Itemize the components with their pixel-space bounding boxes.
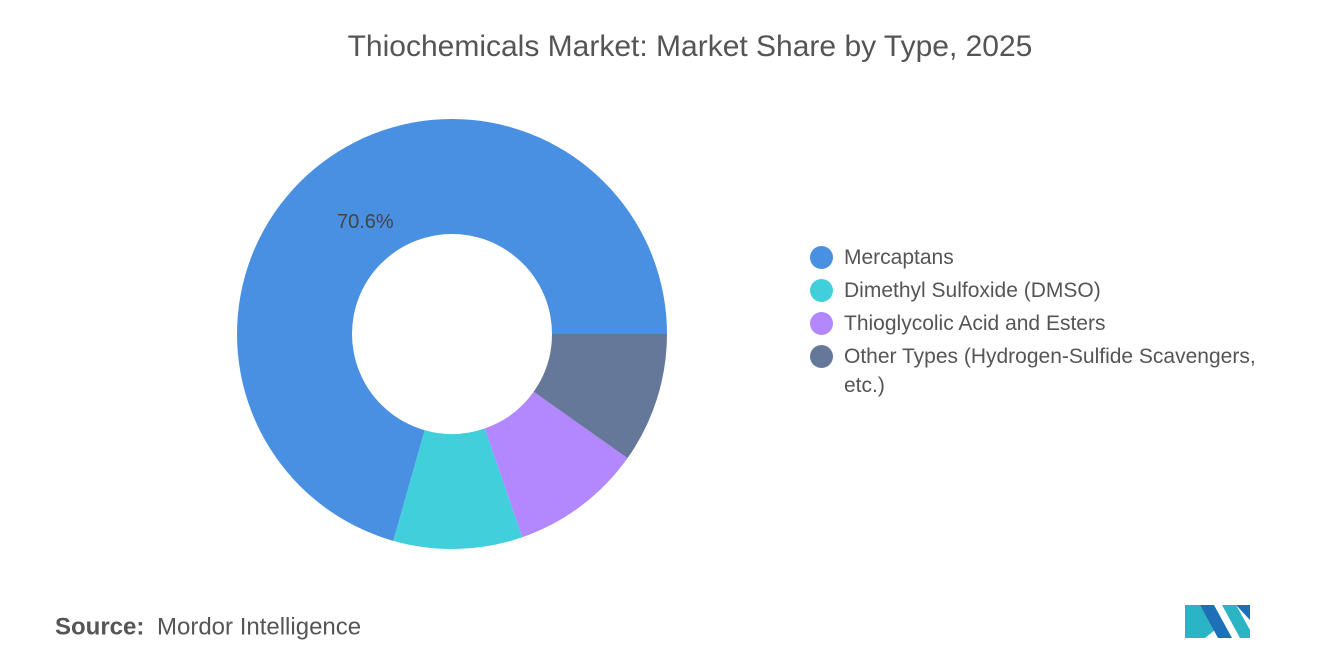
source-label: Source: — [55, 613, 144, 640]
legend: Mercaptans Dimethyl Sulfoxide (DMSO) Thiog… — [810, 243, 1290, 404]
donut-slice — [393, 428, 523, 549]
chart-title: Thiochemicals Market: Market Share by Ty… — [348, 30, 1033, 63]
legend-swatch — [810, 246, 833, 269]
donut-slice — [484, 391, 628, 538]
legend-label: Thioglycolic Acid and Esters — [844, 312, 1106, 335]
legend-swatch — [810, 279, 833, 302]
data-label: 70.6% — [337, 211, 394, 233]
source: Mordor Intelligence — [157, 613, 361, 640]
donut-slice — [237, 119, 667, 541]
legend-label: Dimethyl Sulfoxide (DMSO) — [844, 279, 1101, 302]
logo — [1185, 605, 1250, 638]
legend-swatch — [810, 345, 833, 368]
legend-label: Other Types (Hydrogen-Sulfide Scavengers… — [844, 345, 1256, 397]
donut-slice — [533, 334, 667, 459]
legend-label: Mercaptans — [844, 246, 954, 269]
legend-item: Dimethyl Sulfoxide (DMSO) — [810, 276, 1290, 305]
legend-item: Other Types (Hydrogen-Sulfide Scavengers… — [810, 342, 1290, 400]
legend-item: Mercaptans — [810, 243, 1290, 272]
legend-swatch — [810, 312, 833, 335]
legend-item: Thioglycolic Acid and Esters — [810, 309, 1290, 338]
